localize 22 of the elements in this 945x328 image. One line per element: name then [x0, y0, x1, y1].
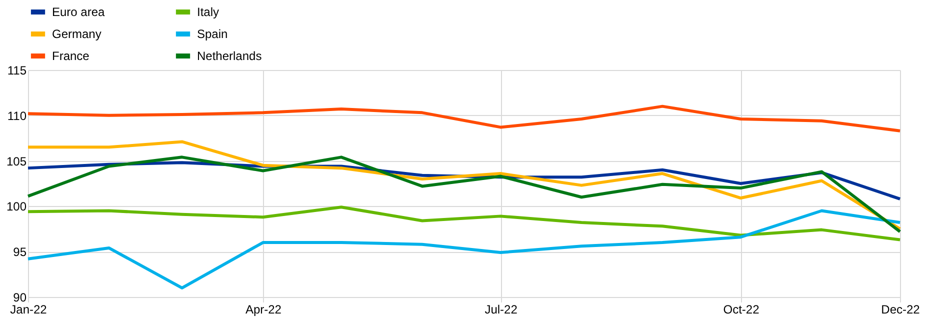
x-tick-label: Jul-22: [484, 302, 518, 316]
legend-label: Spain: [197, 27, 228, 41]
line-series: [26, 209, 902, 290]
y-tick-label: 90: [13, 290, 27, 304]
x-tick-label: Oct-22: [723, 302, 760, 316]
line-series: [26, 206, 902, 242]
legend-label: Euro area: [52, 5, 106, 19]
line-series: [26, 140, 902, 230]
y-tick-label: 95: [13, 245, 27, 260]
y-tick-label: 110: [7, 108, 27, 123]
legend-label: France: [52, 49, 90, 63]
y-tick-label: 105: [6, 154, 27, 168]
line-series: [26, 104, 902, 132]
legend-label: Italy: [197, 5, 220, 19]
line-series: [26, 156, 902, 234]
x-tick-label: Dec-22: [881, 302, 920, 316]
y-tick-label: 100: [6, 200, 27, 214]
x-tick-label: Apr-22: [245, 302, 282, 316]
legend-label: Netherlands: [197, 49, 262, 63]
x-tick-label: Jan-22: [10, 302, 48, 316]
legend-label: Germany: [52, 27, 102, 41]
y-tick-label: 115: [7, 64, 27, 78]
